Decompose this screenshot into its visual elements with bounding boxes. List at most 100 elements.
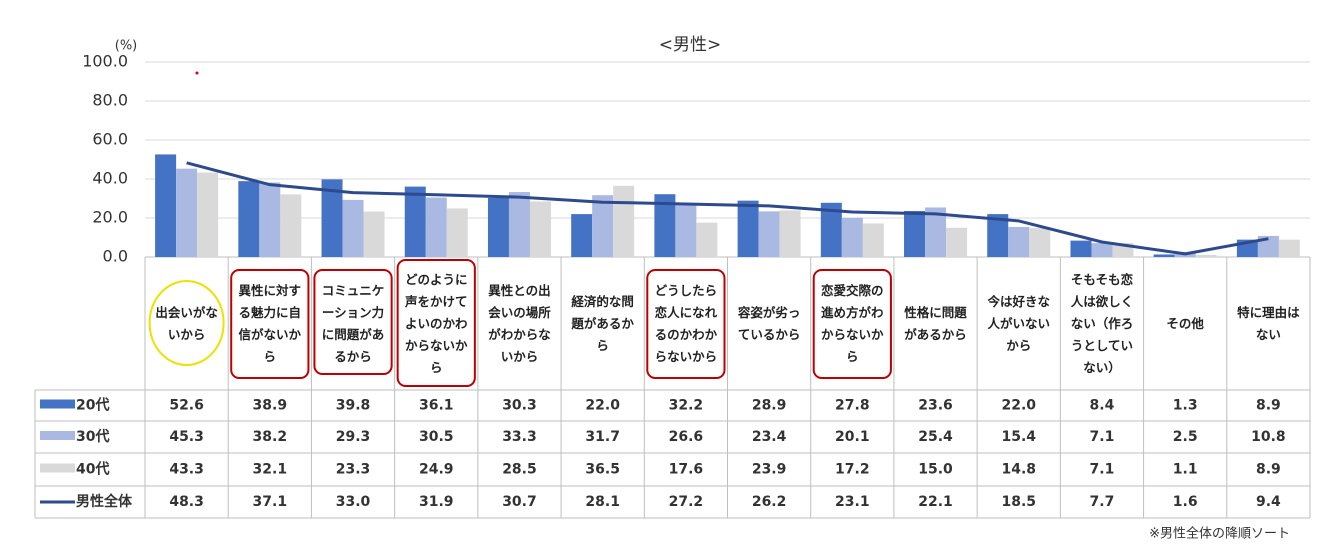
category-cell: 経済的な問題があるから [571, 293, 634, 353]
table-value: 31.9 [419, 494, 454, 510]
highlight-box [313, 269, 393, 375]
table-value: 23.9 [752, 462, 787, 478]
bar [737, 200, 759, 257]
bar [925, 207, 947, 257]
table-value: 23.4 [752, 429, 787, 445]
bar [1278, 239, 1300, 257]
table-value: 25.4 [918, 429, 953, 445]
table-value: 30.3 [502, 398, 537, 414]
table-value: 45.3 [169, 429, 204, 445]
y-tick-label: 0.0 [103, 247, 128, 266]
y-tick-label: 40.0 [92, 169, 128, 188]
bar [259, 182, 281, 257]
bar [862, 223, 884, 257]
bar [446, 208, 468, 257]
table-value: 1.1 [1173, 462, 1198, 478]
table-value: 28.1 [585, 494, 620, 510]
highlight-box [396, 259, 476, 387]
table-value: 32.2 [669, 398, 704, 414]
bar [197, 172, 219, 257]
table-value: 31.7 [585, 429, 620, 445]
highlight-box [230, 269, 310, 379]
category-label: 恋愛交際の進め方がわからないから [821, 282, 884, 364]
table-value: 7.1 [1090, 462, 1115, 478]
table-value: 48.3 [169, 494, 204, 510]
category-label: どのように声をかけてよいのかわからないから [404, 271, 468, 375]
table-value: 33.0 [336, 494, 371, 510]
bar [176, 168, 198, 257]
table-value: 26.6 [669, 429, 704, 445]
table-value: 32.1 [253, 462, 288, 478]
highlight-box [812, 269, 892, 379]
note: ※男性全体の降順ソート [1149, 526, 1290, 542]
table-value: 36.1 [419, 398, 454, 414]
bar [404, 186, 426, 257]
bar [425, 197, 447, 257]
category-cell: 異性との出会いの場所がわからないから [488, 282, 551, 364]
category-label: 異性に対する魅力に自信がないから [238, 282, 302, 364]
table-value: 1.3 [1173, 398, 1198, 414]
table-value: 14.8 [1001, 462, 1036, 478]
table-value: 10.8 [1251, 429, 1286, 445]
table-value: 1.6 [1173, 494, 1198, 510]
table-value: 8.9 [1256, 462, 1281, 478]
bar [592, 195, 614, 257]
table-value: 9.4 [1256, 494, 1281, 510]
table-value: 15.0 [918, 462, 953, 478]
bar [1008, 226, 1030, 257]
bar [342, 199, 364, 257]
table-value: 26.2 [752, 494, 787, 510]
table-value: 20.1 [835, 429, 870, 445]
table-value: 23.3 [336, 462, 371, 478]
table-value: 39.8 [336, 398, 371, 414]
bar [820, 202, 842, 257]
bar [675, 205, 697, 257]
legend-label: 40代 [76, 461, 109, 478]
category-label: そもそも恋人は欲しくない（作ろうとしていない） [1070, 271, 1134, 375]
bar [654, 194, 676, 257]
bar [696, 222, 718, 257]
category-cell: その他 [1166, 316, 1204, 331]
table-value: 2.5 [1173, 429, 1198, 445]
category-label: コミュニケーション力に問題があるから [321, 282, 385, 364]
category-cell: 特に理由はない [1237, 305, 1300, 342]
y-tick-label: 100.0 [82, 52, 128, 71]
line [186, 161, 1269, 256]
table-value: 23.1 [835, 494, 870, 510]
bar [904, 210, 926, 257]
table-value: 7.7 [1090, 494, 1115, 510]
bar [1195, 254, 1217, 257]
category-cell: そもそも恋人は欲しくない（作ろうとしていない） [1070, 271, 1134, 375]
category-label: 出会いがないから [155, 304, 218, 342]
table-value: 15.4 [1001, 429, 1036, 445]
table-value: 33.3 [502, 429, 537, 445]
table-value: 27.8 [835, 398, 870, 414]
bar [508, 192, 530, 257]
table-value: 8.4 [1090, 398, 1115, 414]
table-value: 17.6 [669, 462, 704, 478]
category-label: 経済的な問題があるから [571, 293, 634, 353]
category-label: 異性との出会いの場所がわからないから [488, 282, 551, 364]
table-value: 17.2 [835, 462, 870, 478]
y-unit-label: (%) [115, 39, 138, 54]
table-value: 23.6 [918, 398, 953, 414]
category-label: どうしたら恋人になれるのかわからないから [654, 282, 718, 364]
category-cell: 今は好きな人がいないから [987, 294, 1050, 353]
bar [613, 185, 635, 257]
table-value: 30.7 [502, 494, 537, 510]
bar [280, 194, 302, 257]
category-cell: どうしたら恋人になれるのかわからないから [654, 282, 718, 364]
highlight-box [646, 269, 726, 379]
table-value: 28.9 [752, 398, 787, 414]
table-value: 28.5 [502, 462, 537, 478]
bar [987, 214, 1009, 257]
table-value: 18.5 [1001, 494, 1036, 510]
table-value: 38.9 [253, 398, 288, 414]
bar [1257, 235, 1279, 257]
table-value: 22.1 [918, 494, 953, 510]
table-value: 27.2 [669, 494, 704, 510]
category-cell: 恋愛交際の進め方がわからないから [821, 282, 884, 364]
table-value: 36.5 [585, 462, 620, 478]
table-value: 8.9 [1256, 398, 1281, 414]
